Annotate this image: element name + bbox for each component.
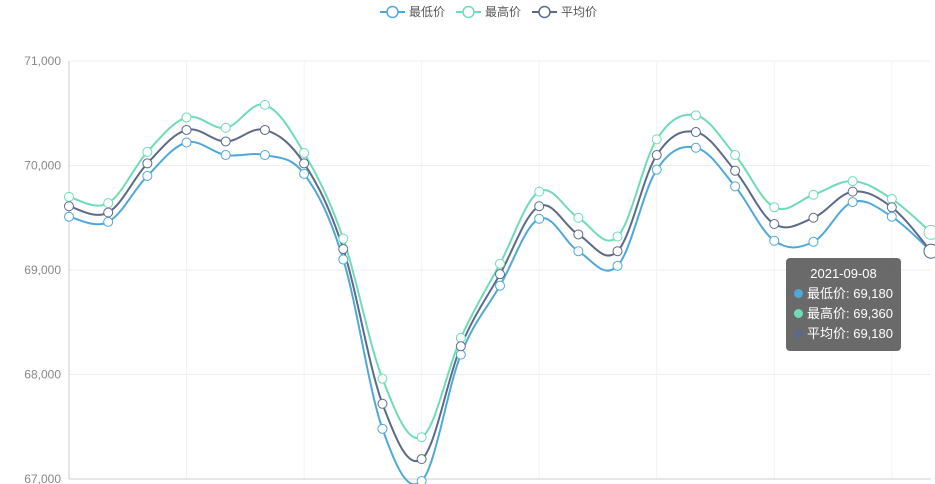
- point-avg-11[interactable]: [495, 269, 505, 280]
- point-low-4[interactable]: [220, 150, 231, 161]
- point-high-19[interactable]: [808, 189, 819, 200]
- point-low-15[interactable]: [651, 164, 662, 175]
- point-high-5[interactable]: [259, 99, 270, 110]
- point-high-18[interactable]: [769, 202, 780, 213]
- legend-marker-high: [462, 5, 475, 19]
- point-high-4[interactable]: [220, 122, 231, 133]
- point-high-22[interactable]: [923, 224, 935, 240]
- point-avg-7[interactable]: [338, 244, 349, 255]
- point-low-12[interactable]: [534, 213, 545, 224]
- point-avg-17[interactable]: [730, 165, 741, 176]
- tooltip-label-low: 最低价: 69,180: [807, 286, 893, 301]
- legend-item-high[interactable]: 最高价: [456, 4, 521, 19]
- point-low-7[interactable]: [338, 254, 349, 265]
- chart-legend[interactable]: 最低价 最高价 平均价: [380, 4, 597, 19]
- point-avg-20[interactable]: [847, 186, 858, 197]
- y-tick-label-0: 67,000: [24, 472, 61, 484]
- point-avg-9[interactable]: [416, 454, 427, 465]
- point-low-11[interactable]: [495, 280, 505, 291]
- point-high-15[interactable]: [651, 134, 662, 145]
- series-markers[interactable]: [64, 99, 935, 484]
- point-low-2[interactable]: [142, 170, 153, 181]
- point-avg-8[interactable]: [377, 398, 388, 409]
- point-low-19[interactable]: [808, 236, 819, 247]
- tooltip-dot-low: [794, 289, 803, 298]
- point-avg-10[interactable]: [455, 341, 466, 352]
- point-high-9[interactable]: [416, 432, 427, 443]
- point-low-18[interactable]: [769, 235, 780, 246]
- tooltip-row-high: 最高价: 69,360: [794, 304, 893, 324]
- tooltip-date: 2021-09-08: [810, 266, 877, 281]
- point-low-5[interactable]: [259, 150, 270, 161]
- point-high-16[interactable]: [690, 110, 701, 121]
- point-avg-16[interactable]: [690, 127, 701, 138]
- tooltip-dot-high: [794, 309, 803, 318]
- point-high-12[interactable]: [534, 186, 545, 197]
- point-low-9[interactable]: [416, 476, 427, 484]
- point-high-11[interactable]: [495, 258, 505, 269]
- point-high-13[interactable]: [573, 212, 584, 223]
- legend-label-low: 最低价: [409, 5, 445, 19]
- point-avg-5[interactable]: [259, 124, 270, 135]
- point-high-7[interactable]: [338, 233, 349, 244]
- point-high-10[interactable]: [455, 332, 466, 343]
- point-low-17[interactable]: [730, 181, 741, 192]
- point-high-3[interactable]: [181, 112, 192, 123]
- point-avg-12[interactable]: [534, 201, 545, 212]
- legend-label-avg: 平均价: [561, 5, 597, 19]
- point-high-6[interactable]: [299, 147, 310, 158]
- point-low-16[interactable]: [690, 142, 701, 153]
- point-avg-1[interactable]: [103, 207, 114, 218]
- tooltip-row-low: 最低价: 69,180: [794, 284, 893, 304]
- point-avg-2[interactable]: [142, 158, 153, 169]
- point-low-3[interactable]: [181, 137, 192, 148]
- y-tick-label-3: 70,000: [24, 159, 61, 173]
- legend-marker-low: [386, 5, 399, 19]
- point-avg-4[interactable]: [220, 136, 231, 147]
- point-low-0[interactable]: [64, 211, 74, 222]
- y-axis: 67,000 68,000 69,000 70,000 71,000: [24, 54, 61, 484]
- point-avg-15[interactable]: [651, 150, 662, 161]
- legend-label-high: 最高价: [485, 4, 521, 19]
- point-low-20[interactable]: [847, 197, 858, 208]
- y-tick-label-1: 68,000: [24, 368, 61, 382]
- point-avg-0[interactable]: [64, 201, 74, 212]
- y-tick-label-4: 71,000: [24, 54, 61, 68]
- point-avg-19[interactable]: [808, 212, 819, 223]
- point-low-10[interactable]: [455, 349, 466, 360]
- point-high-8[interactable]: [377, 373, 388, 384]
- point-avg-22[interactable]: [923, 243, 935, 259]
- tooltip-dot-avg: [794, 329, 803, 338]
- point-avg-21[interactable]: [886, 202, 897, 213]
- point-avg-14[interactable]: [612, 246, 623, 257]
- point-high-2[interactable]: [142, 146, 153, 157]
- point-low-6[interactable]: [299, 168, 310, 179]
- point-avg-18[interactable]: [769, 219, 780, 230]
- point-high-21[interactable]: [886, 193, 897, 204]
- tooltip-label-avg: 平均价: 69,180: [807, 326, 893, 341]
- point-high-14[interactable]: [612, 231, 623, 242]
- chart-tooltip: 2021-09-08 最低价: 69,180 最高价: 69,360 平均价: …: [786, 258, 901, 351]
- legend-item-low[interactable]: 最低价: [380, 5, 445, 19]
- point-low-14[interactable]: [612, 260, 623, 271]
- point-high-20[interactable]: [847, 176, 858, 187]
- point-low-13[interactable]: [573, 246, 584, 257]
- y-tick-label-2: 69,000: [24, 263, 61, 277]
- tooltip-label-high: 最高价: 69,360: [807, 306, 893, 321]
- point-avg-13[interactable]: [573, 229, 584, 240]
- point-high-1[interactable]: [103, 198, 114, 209]
- point-high-17[interactable]: [730, 150, 741, 161]
- point-low-8[interactable]: [377, 423, 388, 434]
- legend-marker-avg: [538, 5, 551, 19]
- point-low-21[interactable]: [886, 211, 897, 222]
- point-avg-6[interactable]: [299, 158, 310, 169]
- legend-item-avg[interactable]: 平均价: [532, 5, 597, 19]
- point-low-1[interactable]: [103, 216, 114, 227]
- tooltip-row-avg: 平均价: 69,180: [794, 324, 893, 344]
- point-avg-3[interactable]: [181, 124, 192, 135]
- point-high-0[interactable]: [64, 191, 74, 202]
